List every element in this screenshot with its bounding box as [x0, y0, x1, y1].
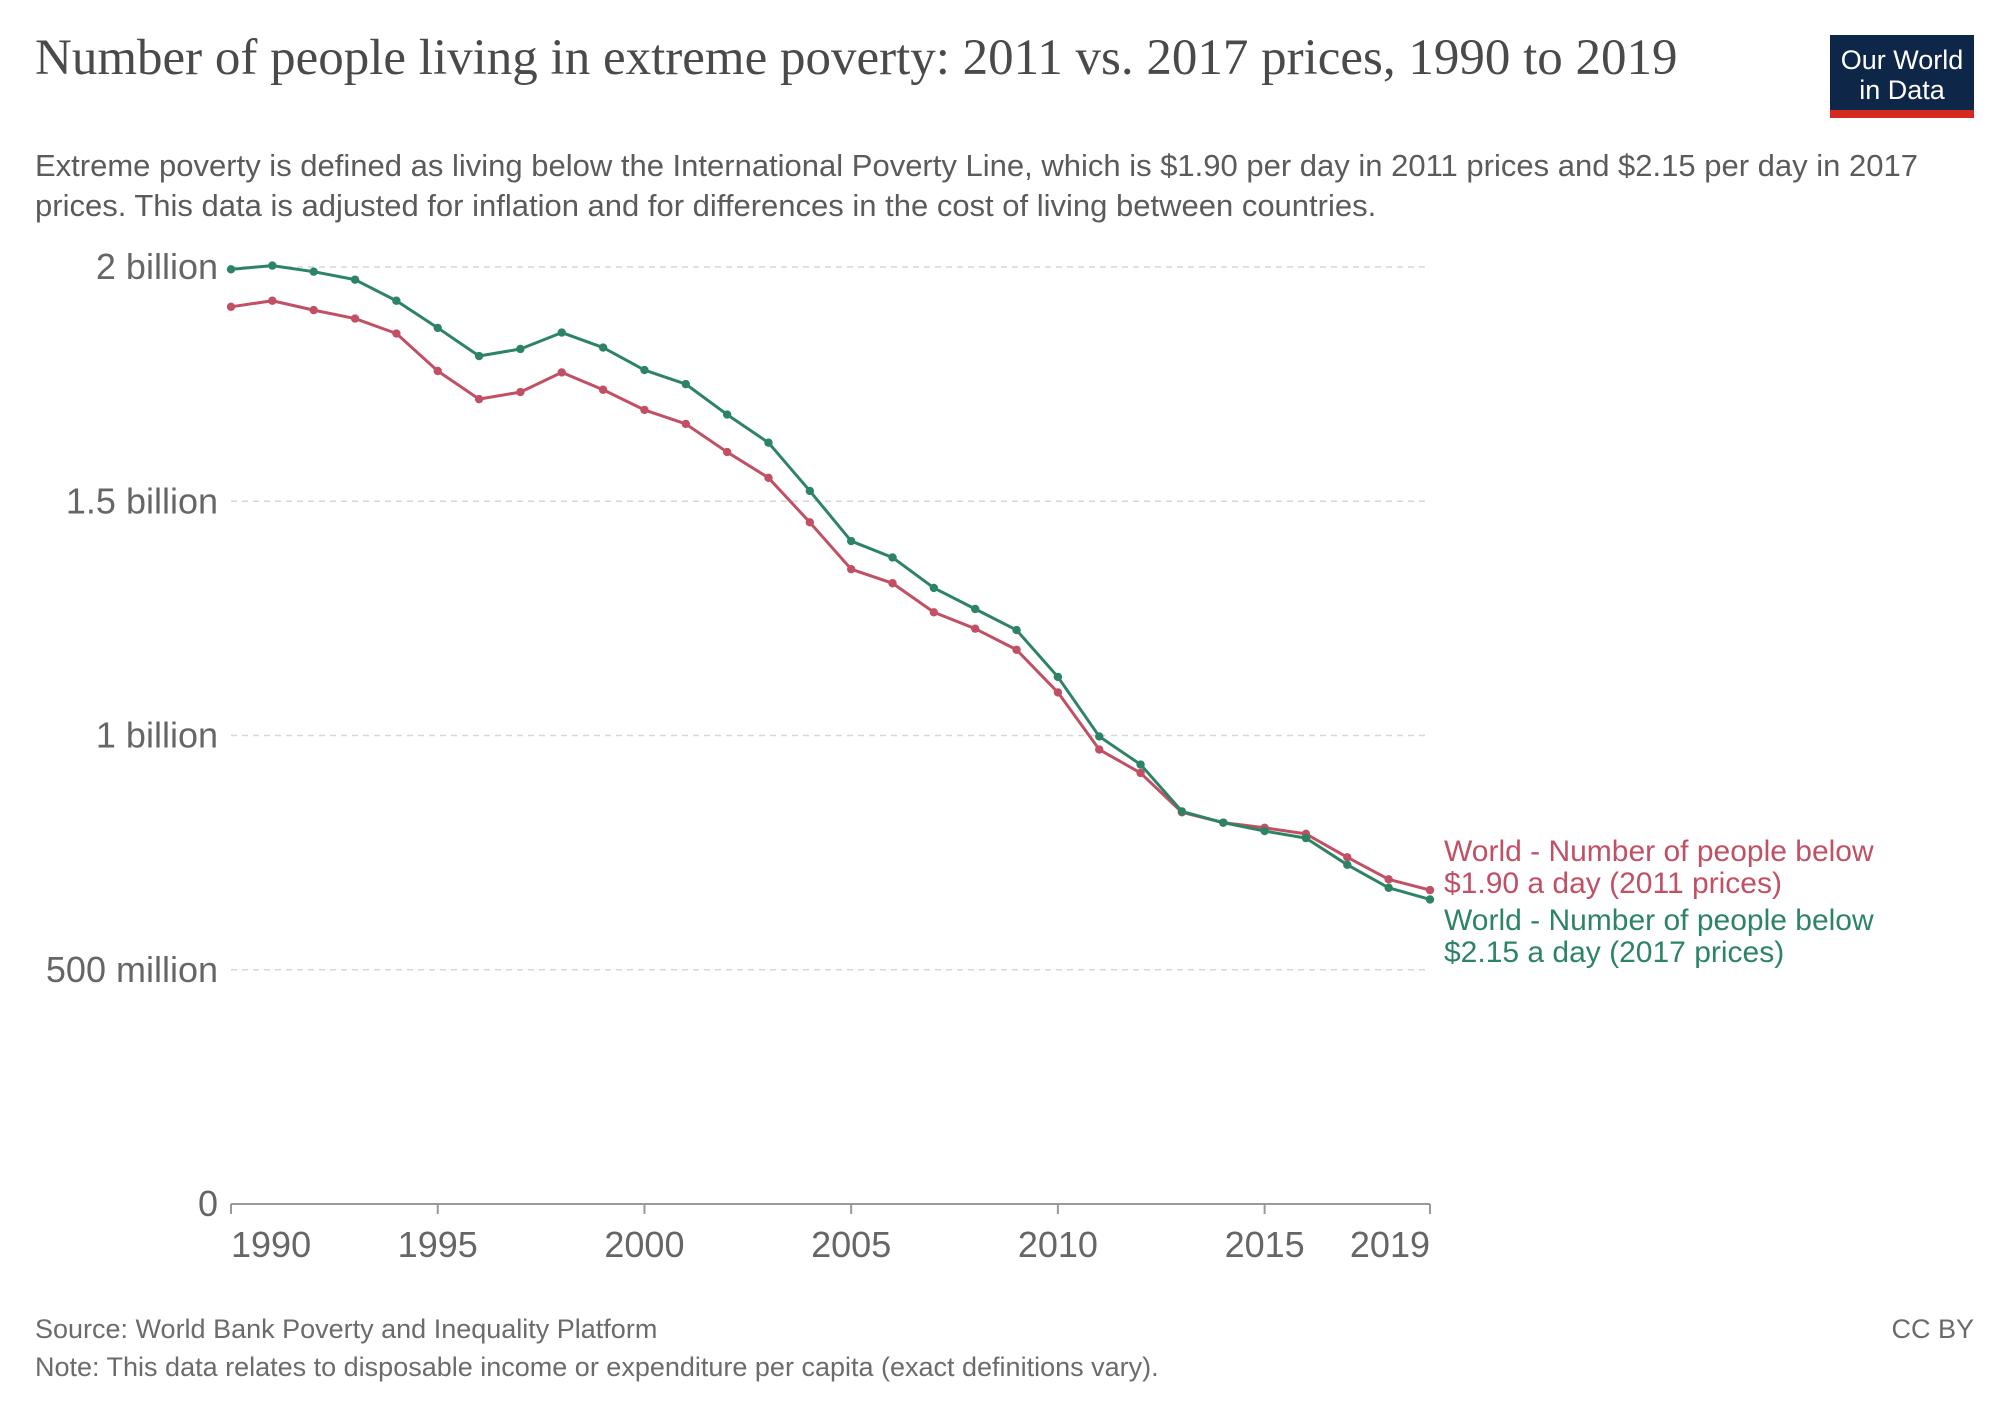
data-point[interactable] [846, 536, 856, 546]
data-point[interactable] [929, 583, 939, 593]
data-point[interactable] [516, 344, 525, 354]
data-point[interactable] [1012, 625, 1021, 635]
x-tick-label: 1990 [231, 1224, 311, 1265]
data-point[interactable] [474, 394, 484, 404]
chart-subtitle: Extreme poverty is defined as living bel… [35, 148, 1918, 223]
data-point[interactable] [598, 343, 608, 352]
data-point[interactable] [764, 438, 773, 447]
data-point[interactable] [1301, 833, 1311, 843]
series-labels: World - Number of people below $1.90 a da… [1444, 835, 1874, 969]
footnote: Note: This data relates to disposable in… [35, 1352, 1159, 1382]
series-line[interactable] [230, 264, 1431, 901]
series-label: World - Number of people below $1.90 a da… [1444, 835, 1874, 900]
series [226, 261, 1435, 904]
data-point[interactable] [474, 351, 484, 361]
x-tick-label: 2019 [1350, 1224, 1430, 1265]
data-point[interactable] [516, 387, 525, 397]
data-point[interactable] [268, 261, 277, 270]
data-point[interactable] [557, 328, 566, 337]
data-point[interactable] [392, 296, 401, 305]
data-point[interactable] [971, 624, 980, 633]
series-2017-prices[interactable] [226, 261, 1435, 904]
logo-line-2: in Data [1859, 74, 1945, 105]
data-point[interactable] [350, 314, 360, 323]
data-point[interactable] [1136, 768, 1145, 778]
data-point[interactable] [309, 305, 318, 315]
data-point[interactable] [805, 486, 815, 496]
x-tick-label: 2000 [604, 1224, 684, 1265]
series-line[interactable] [230, 299, 1431, 892]
axes: 0 500 million 1 billion 1.5 billion 2 billio… [46, 246, 1431, 1265]
data-point[interactable] [392, 329, 401, 338]
data-point[interactable] [1260, 826, 1269, 836]
data-point[interactable] [350, 275, 360, 284]
series-2011-prices[interactable] [226, 296, 1435, 895]
data-point[interactable] [805, 518, 815, 527]
gridlines [231, 266, 1430, 971]
data-point[interactable] [929, 608, 939, 617]
data-point[interactable] [1425, 895, 1435, 904]
data-point[interactable] [764, 473, 773, 483]
data-point[interactable] [1095, 732, 1104, 741]
data-point[interactable] [1425, 885, 1435, 895]
data-point[interactable] [1136, 760, 1145, 769]
logo-line-1: Our World [1840, 44, 1964, 75]
data-point[interactable] [888, 579, 897, 588]
series-label: World - Number of people below $2.15 a da… [1444, 904, 1874, 969]
data-point[interactable] [598, 385, 608, 394]
source-note: Source: World Bank Poverty and Inequalit… [35, 1314, 658, 1344]
data-point[interactable] [433, 323, 442, 333]
data-point[interactable] [1095, 745, 1104, 754]
data-point[interactable] [640, 365, 649, 375]
data-point[interactable] [309, 267, 318, 276]
data-point[interactable] [681, 379, 690, 389]
data-point[interactable] [1384, 875, 1393, 884]
y-tick-label: 0 [198, 1183, 218, 1224]
data-point[interactable] [888, 553, 897, 562]
data-point[interactable] [1012, 645, 1021, 654]
y-tick-label: 2 billion [96, 246, 218, 287]
y-tick-label: 500 million [46, 949, 218, 990]
data-point[interactable] [846, 564, 856, 574]
data-point[interactable] [722, 410, 732, 419]
data-point[interactable] [268, 296, 277, 305]
data-point[interactable] [433, 366, 442, 376]
license-link[interactable]: CC BY [1891, 1314, 1974, 1344]
data-point[interactable] [640, 405, 649, 415]
data-point[interactable] [1343, 853, 1352, 862]
data-point[interactable] [1343, 860, 1352, 870]
chart-title: Number of people living in extreme pover… [35, 30, 1678, 86]
data-point[interactable] [971, 604, 980, 614]
x-tick-label: 2015 [1225, 1224, 1305, 1265]
data-point[interactable] [1053, 688, 1063, 697]
x-tick-label: 2005 [811, 1224, 891, 1265]
data-point[interactable] [722, 447, 732, 457]
data-point[interactable] [557, 368, 566, 377]
x-tick-label: 2010 [1018, 1224, 1098, 1265]
data-point[interactable] [226, 302, 236, 312]
data-point[interactable] [681, 419, 690, 429]
data-point[interactable] [226, 265, 236, 274]
data-point[interactable] [1219, 818, 1228, 827]
y-tick-label: 1 billion [96, 715, 218, 756]
data-point[interactable] [1177, 807, 1187, 816]
y-tick-label: 1.5 billion [66, 480, 218, 521]
data-point[interactable] [1053, 672, 1063, 682]
x-tick-label: 1995 [398, 1224, 478, 1265]
data-point[interactable] [1384, 883, 1393, 892]
owid-logo[interactable]: Our World in Data [1830, 35, 1974, 118]
